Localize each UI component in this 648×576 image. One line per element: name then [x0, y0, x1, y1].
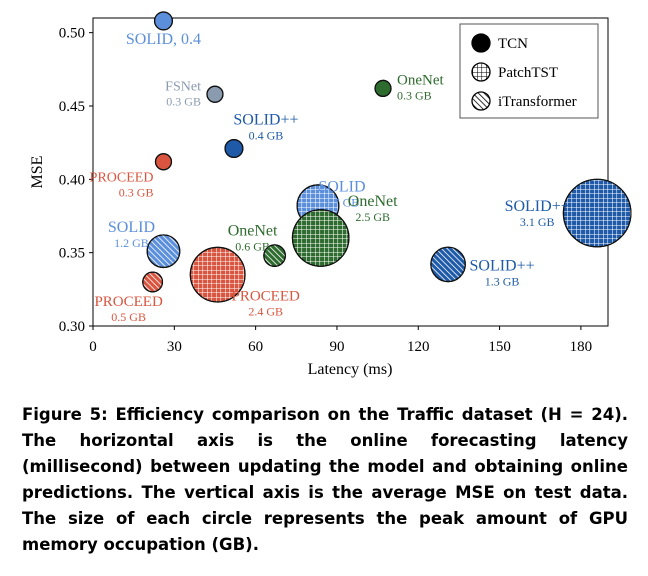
x-tick-label: 180 [570, 339, 593, 355]
point-memory-label: 0.3 GB [119, 186, 154, 200]
point-memory-label: 1.7 GB [325, 196, 360, 210]
x-tick-label: 30 [167, 339, 182, 355]
point-memory-label: 0.5 GB [111, 310, 146, 324]
efficiency-chart: 0 30 60 90 120 150 180 0.30 0.35 0.40 0.45 0.50 SOL… [29, 11, 632, 378]
point-memory-label: 3.1 GB [520, 215, 555, 229]
point-outline [562, 178, 632, 248]
point-label: SOLID++ [470, 257, 535, 274]
y-tick-label: 0.30 [59, 319, 85, 335]
point-hatch [147, 234, 180, 268]
legend-marker [471, 91, 491, 111]
point-solid-plus-tcn [224, 139, 244, 159]
point-label: OneNet [348, 193, 398, 210]
point-memory-label: 0.4 GB [249, 129, 284, 143]
point-memory-label: 2.4 GB [248, 305, 283, 319]
point-outline [146, 234, 181, 269]
point-proceed-tcn [154, 153, 173, 171]
point-hatch [263, 244, 286, 267]
point-memory-label: 0.3 GB [166, 94, 201, 108]
point-hatch [430, 247, 466, 282]
point-proceed-itransformer [142, 271, 164, 293]
x-tick-label: 120 [407, 339, 430, 355]
point-outline [224, 139, 244, 159]
point-memory-label: 0.3 GB [397, 88, 432, 102]
point-onenet-tcn [374, 79, 392, 98]
point-outline [153, 11, 173, 31]
figure-caption: Figure 5: Efficiency comparison on the T… [22, 405, 628, 554]
point-onenet-patchtst [291, 209, 350, 267]
point-solid-plus-itransformer [430, 246, 466, 283]
point-label: PROCEED [94, 294, 163, 310]
point-outline [263, 244, 286, 267]
point-hatch [142, 272, 163, 292]
y-axis-label: MSE [29, 156, 46, 189]
point-hatch [563, 179, 631, 247]
legend-label: PatchTST [498, 65, 558, 81]
x-tick-label: 90 [329, 339, 344, 355]
point-outline [430, 246, 466, 283]
point-label: SOLID, 0.4 [126, 31, 201, 48]
y-tick-label: 0.45 [59, 99, 85, 115]
point-solid-plus-patchtst [562, 178, 632, 248]
point-proceed-patchtst [189, 246, 246, 303]
point-label: SOLID++ [505, 198, 570, 215]
point-label: SOLID [318, 179, 365, 196]
legend-marker [471, 33, 491, 53]
point-onenet-itransformer [263, 244, 286, 267]
point-outline [154, 153, 173, 171]
point-outline [374, 79, 392, 98]
point-label: OneNet [397, 72, 444, 88]
y-tick-label: 0.50 [59, 26, 85, 42]
point-label: PROCEED [232, 289, 301, 305]
x-axis-label: Latency (ms) [308, 361, 393, 378]
x-tick-label: 0 [89, 339, 97, 355]
point-outline [189, 246, 246, 303]
point-label: OneNet [228, 223, 278, 240]
point-memory-label: 1.3 GB [485, 274, 520, 288]
y-tick-label: 0.35 [59, 246, 85, 262]
y-tick-label: 0.40 [59, 172, 85, 188]
point-solid-itransformer [146, 234, 181, 269]
point-memory-label: 2.5 GB [355, 210, 390, 224]
point-label: SOLID [108, 219, 155, 236]
point-label: FSNet [165, 79, 201, 94]
point-fsnet-tcn [206, 85, 224, 103]
point-label: PROCEED [90, 171, 154, 186]
point-label: SOLID++ [233, 112, 298, 129]
legend-marker [471, 62, 491, 82]
point-hatch [292, 209, 349, 267]
x-tick-label: 60 [248, 339, 263, 355]
x-tick-label: 150 [488, 339, 511, 355]
point-memory-label: 1.2 GB [114, 236, 149, 250]
legend-label: iTransformer [498, 94, 577, 110]
point-outline [206, 85, 224, 103]
point-memory-label: 0.6 GB [235, 240, 270, 254]
point-hatch [190, 247, 246, 302]
point-outline [142, 271, 164, 293]
legend-label: TCN [498, 36, 528, 52]
point-solid-tcn [153, 11, 173, 31]
point-outline [291, 209, 350, 267]
